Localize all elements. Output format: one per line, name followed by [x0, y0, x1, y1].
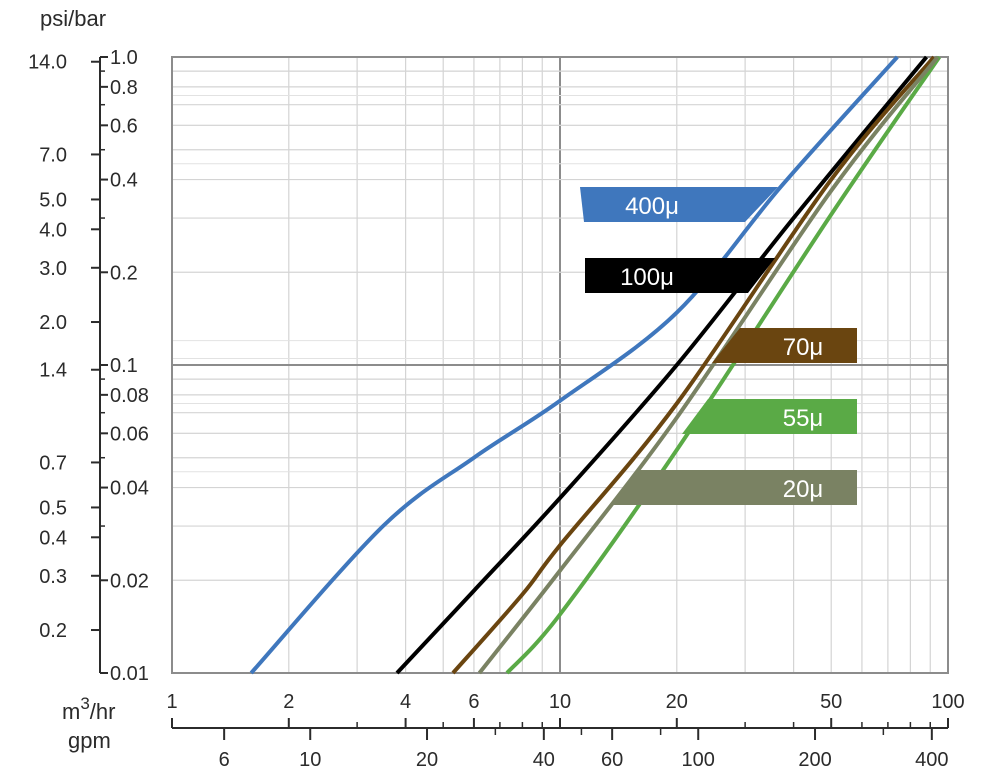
legend-tags: 400μ 100μ 70μ 55μ 20μ [580, 187, 857, 505]
y-tick-label: 0.8 [110, 77, 138, 99]
x-tick-label: 100 [931, 691, 964, 713]
legend-tag-2 [585, 258, 775, 293]
legend-tag-label-1: 400μ [625, 193, 679, 220]
gpm-tick-label: 100 [682, 749, 715, 771]
chart-grid [171, 56, 949, 674]
y-tick-label: 0.1 [110, 355, 138, 377]
psi-tick-label: 3.0 [39, 258, 67, 280]
series-line-1 [249, 55, 899, 675]
gpm-tick-label: 40 [533, 749, 555, 771]
y-tick-label: 0.06 [110, 423, 149, 445]
psi-tick-label: 4.0 [39, 219, 67, 241]
legend-tag-4 [682, 399, 857, 434]
gpm-tick-label: 200 [798, 749, 831, 771]
x-axis-secondary-unit-label: gpm [68, 728, 111, 753]
plot-frame [171, 56, 949, 674]
psi-tick-label: 0.3 [39, 566, 67, 588]
legend-tag-3 [712, 328, 857, 363]
psi-tick-label: 14.0 [28, 52, 67, 74]
series-line-3 [451, 55, 936, 675]
series-line-5 [477, 55, 940, 675]
y-tick-label: 0.02 [110, 570, 149, 592]
x-tick-label: 10 [549, 691, 571, 713]
legend-tag-label-5: 20μ [783, 476, 824, 503]
psi-tick-label: 1.4 [39, 360, 67, 382]
psi-tick-label: 0.5 [39, 497, 67, 519]
chart-axes: 1.00.80.60.40.20.10.080.060.040.020.0114… [28, 6, 965, 771]
psi-tick-label: 2.0 [39, 312, 67, 334]
series-line-2 [395, 55, 929, 675]
x-tick-label: 50 [820, 691, 842, 713]
x-tick-label: 4 [400, 691, 411, 713]
legend-tag-1 [580, 187, 778, 222]
legend-tag-5 [610, 470, 857, 505]
y-tick-label: 0.6 [110, 115, 138, 137]
y-tick-label: 1.0 [110, 47, 138, 69]
x-axis-unit-label: m3/hr [62, 694, 115, 724]
gpm-tick-label: 6 [219, 749, 230, 771]
x-tick-label: 6 [468, 691, 479, 713]
x-tick-label: 2 [283, 691, 294, 713]
legend-tag-label-3: 70μ [783, 334, 824, 361]
gpm-tick-label: 400 [915, 749, 948, 771]
y-axis-unit-label: psi/bar [40, 6, 106, 31]
psi-tick-label: 0.2 [39, 620, 67, 642]
psi-tick-label: 5.0 [39, 189, 67, 211]
legend-tag-label-4: 55μ [783, 405, 824, 432]
x-tick-label: 1 [166, 691, 177, 713]
y-tick-label: 0.4 [110, 170, 138, 192]
gpm-tick-label: 60 [601, 749, 623, 771]
gpm-tick-label: 20 [416, 749, 438, 771]
y-tick-label: 0.01 [110, 663, 149, 685]
legend-tag-label-2: 100μ [620, 264, 674, 291]
y-tick-label: 0.04 [110, 478, 149, 500]
y-tick-label: 0.2 [110, 262, 138, 284]
psi-tick-label: 0.4 [39, 527, 67, 549]
psi-tick-label: 7.0 [39, 144, 67, 166]
x-tick-label: 20 [666, 691, 688, 713]
gpm-tick-label: 10 [299, 749, 321, 771]
y-tick-label: 0.08 [110, 385, 149, 407]
psi-tick-label: 0.7 [39, 452, 67, 474]
